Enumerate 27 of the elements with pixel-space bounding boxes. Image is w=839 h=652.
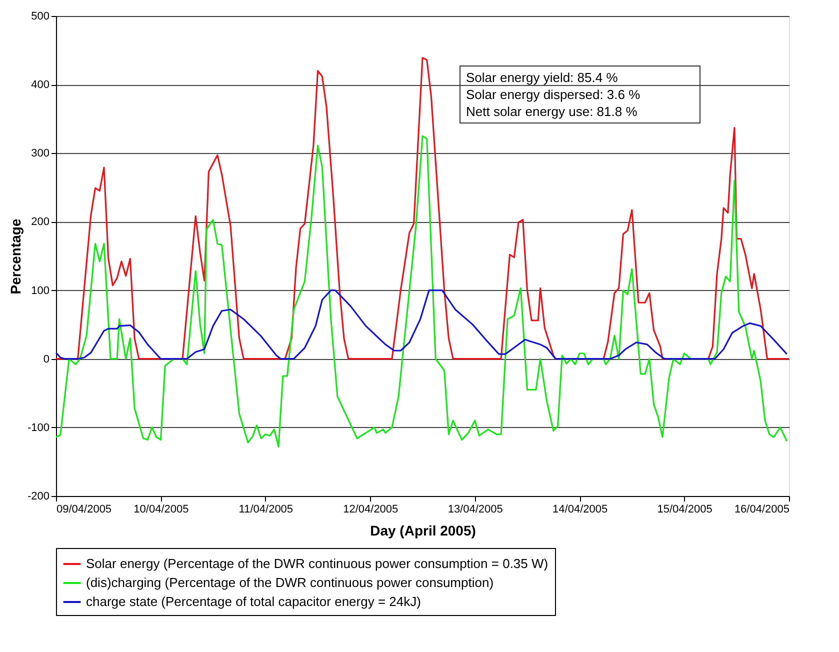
y-tick-label: -100 bbox=[27, 422, 50, 434]
x-tick-label: 16/04/2005 bbox=[734, 504, 790, 516]
y-tick-label: 100 bbox=[31, 284, 50, 297]
x-tick-label: 15/04/2005 bbox=[657, 504, 712, 516]
y-axis-title: Percentage bbox=[7, 218, 24, 294]
legend-label: Solar energy (Percentage of the DWR continuous power consumption = 0.35 W) bbox=[86, 556, 548, 571]
annotation: Solar energy dispersed: 3.6 % bbox=[466, 87, 641, 102]
legend-label: (dis)charging (Percentage of the DWR continuous power consumption) bbox=[86, 575, 494, 590]
x-tick-label: 10/04/2005 bbox=[134, 504, 189, 516]
x-tick-label: 13/04/2005 bbox=[448, 504, 503, 516]
x-tick-label: 14/04/2005 bbox=[552, 504, 608, 516]
y-tick-label: 500 bbox=[31, 10, 50, 22]
x-tick-label: 12/04/2005 bbox=[343, 504, 398, 516]
y-tick-label: 0 bbox=[43, 353, 50, 366]
y-tick-label: -200 bbox=[27, 490, 50, 502]
line-series bbox=[55, 57, 790, 360]
line-series bbox=[55, 289, 788, 360]
x-tick-label: 11/04/2005 bbox=[238, 504, 294, 516]
annotation: Solar energy yield: 85.4 % bbox=[466, 70, 618, 85]
y-tick-label: 200 bbox=[31, 216, 50, 228]
y-tick-label: 300 bbox=[31, 148, 50, 160]
x-axis-title: Day (April 2005) bbox=[370, 522, 476, 538]
line-series bbox=[55, 135, 788, 448]
annotation: Nett solar energy use: 81.8 % bbox=[466, 104, 638, 119]
y-tick-label: 400 bbox=[31, 79, 50, 92]
legend-label: charge state (Percentage of total capacitor energy = 24kJ) bbox=[86, 594, 421, 609]
x-tick-label: 09/04/2005 bbox=[56, 504, 112, 516]
